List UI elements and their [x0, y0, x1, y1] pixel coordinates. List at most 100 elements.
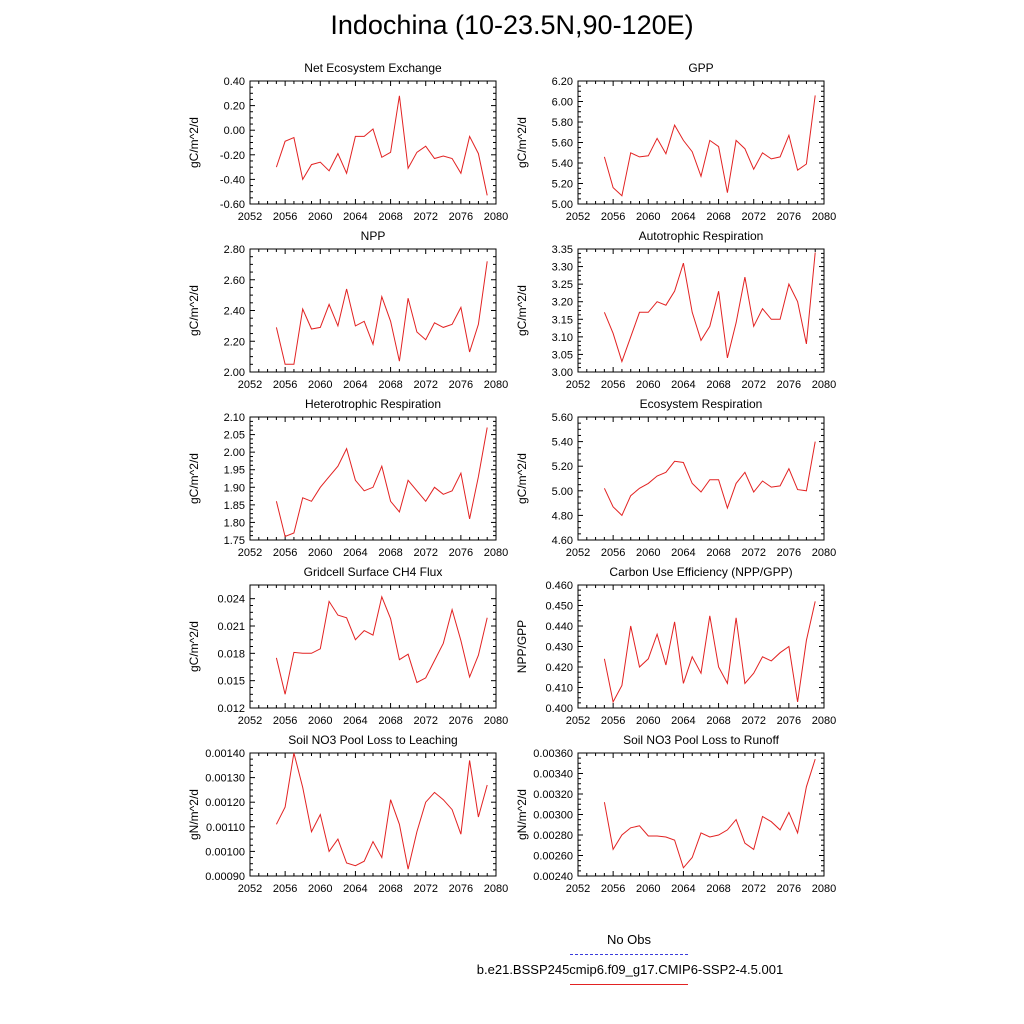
x-tick-label: 2080 [812, 883, 836, 895]
x-tick-label: 2064 [343, 211, 367, 223]
y-tick-label: 2.80 [224, 244, 245, 256]
y-tick-label: 1.80 [224, 517, 245, 529]
x-tick-label: 2076 [777, 211, 801, 223]
x-tick-label: 2080 [812, 379, 836, 391]
y-tick-label: 5.20 [552, 179, 573, 191]
y-tick-label: 0.440 [545, 621, 573, 633]
panel-3: 2052 2056 2060 2064 2068 2072 2076 2080 3.00 3.05… [515, 229, 836, 391]
x-tick-label: 2072 [741, 883, 765, 895]
x-tick-label: 2064 [671, 715, 695, 727]
x-tick-label: 2068 [378, 547, 402, 559]
y-tick-label: 4.60 [552, 535, 573, 547]
x-tick-label: 2064 [671, 211, 695, 223]
y-tick-label: 0.012 [217, 703, 245, 715]
y-tick-label: 0.420 [545, 662, 573, 674]
y-tick-label: 1.85 [224, 500, 245, 512]
y-tick-label: 0.400 [545, 703, 573, 715]
x-tick-label: 2064 [343, 547, 367, 559]
x-tick-label: 2072 [741, 211, 765, 223]
x-tick-label: 2060 [636, 883, 660, 895]
y-tick-label: 0.00280 [533, 830, 573, 842]
panel-0: 2052 2056 2060 2064 2068 2072 2076 2080 -0.60 -0.… [187, 61, 508, 223]
y-tick-label: 0.00090 [205, 871, 245, 883]
y-tick-label: 3.25 [552, 279, 573, 291]
y-tick-label: 0.430 [545, 642, 573, 654]
y-tick-label: 0.00360 [533, 748, 573, 760]
x-tick-label: 2068 [706, 211, 730, 223]
x-tick-label: 2060 [636, 715, 660, 727]
x-tick-label: 2072 [413, 715, 437, 727]
y-axis-label: gN/m^2/d [515, 789, 529, 840]
x-tick-label: 2060 [636, 547, 660, 559]
x-tick-label: 2076 [777, 547, 801, 559]
x-tick-label: 2056 [601, 211, 625, 223]
y-tick-label: 2.05 [224, 430, 245, 442]
x-tick-label: 2056 [273, 715, 297, 727]
x-tick-label: 2060 [636, 379, 660, 391]
y-tick-label: 3.30 [552, 262, 573, 274]
series-line [275, 427, 488, 538]
y-tick-label: 5.60 [552, 412, 573, 424]
x-tick-label: 2068 [378, 211, 402, 223]
y-tick-label: 0.00 [224, 125, 245, 137]
y-tick-label: 0.00240 [533, 871, 573, 883]
x-tick-label: 2068 [706, 715, 730, 727]
plot-frame [577, 752, 825, 877]
panel-2: 2052 2056 2060 2064 2068 2072 2076 2080 2.00 2.20… [187, 229, 508, 391]
x-tick-label: 2080 [812, 715, 836, 727]
y-tick-label: 0.00130 [205, 773, 245, 785]
x-tick-label: 2072 [413, 211, 437, 223]
series-line [275, 261, 488, 365]
panel-title: Autotrophic Respiration [639, 229, 764, 243]
x-tick-label: 2052 [566, 883, 590, 895]
x-tick-label: 2068 [378, 715, 402, 727]
y-tick-label: 0.00260 [533, 851, 573, 863]
y-tick-label: 6.00 [552, 97, 573, 109]
panel-title: Soil NO3 Pool Loss to Leaching [288, 733, 457, 747]
y-axis-label: gC/m^2/d [515, 453, 529, 504]
y-tick-label: 0.00140 [205, 748, 245, 760]
panel-title: Heterotrophic Respiration [305, 397, 441, 411]
series-line [603, 441, 816, 517]
x-tick-label: 2072 [741, 715, 765, 727]
plot-frame [249, 584, 497, 709]
plot-frame [577, 416, 825, 541]
y-tick-label: 1.95 [224, 465, 245, 477]
x-tick-label: 2056 [273, 547, 297, 559]
x-tick-label: 2064 [343, 379, 367, 391]
y-tick-label: 3.15 [552, 314, 573, 326]
y-tick-label: 0.00100 [205, 846, 245, 858]
panel-4: 2052 2056 2060 2064 2068 2072 2076 2080 1.75 1.80… [187, 397, 508, 559]
y-tick-label: 1.75 [224, 535, 245, 547]
x-tick-label: 2068 [378, 883, 402, 895]
y-tick-label: -0.60 [220, 199, 245, 211]
y-tick-label: 4.80 [552, 510, 573, 522]
x-tick-label: 2056 [601, 379, 625, 391]
x-tick-label: 2076 [449, 211, 473, 223]
x-tick-label: 2052 [566, 211, 590, 223]
x-tick-label: 2056 [601, 883, 625, 895]
y-tick-label: 5.20 [552, 461, 573, 473]
panel-9: 2052 2056 2060 2064 2068 2072 2076 2080 0.00240 0… [515, 733, 836, 895]
x-tick-label: 2080 [484, 211, 508, 223]
y-tick-label: 5.60 [552, 138, 573, 150]
y-tick-label: 0.021 [217, 621, 245, 633]
y-tick-label: 0.460 [545, 580, 573, 592]
x-tick-label: 2068 [706, 547, 730, 559]
y-tick-label: 2.60 [224, 275, 245, 287]
x-tick-label: 2060 [308, 547, 332, 559]
series-line [275, 752, 488, 870]
x-tick-label: 2068 [378, 379, 402, 391]
x-tick-label: 2068 [706, 883, 730, 895]
x-tick-label: 2056 [273, 379, 297, 391]
panel-8: 2052 2056 2060 2064 2068 2072 2076 2080 0.00090 0… [187, 733, 508, 895]
x-tick-label: 2064 [343, 883, 367, 895]
series-line [275, 95, 488, 196]
y-tick-label: 0.00320 [533, 789, 573, 801]
y-tick-label: 5.80 [552, 117, 573, 129]
page-title: Indochina (10-23.5N,90-120E) [330, 10, 694, 40]
y-tick-label: 0.410 [545, 683, 573, 695]
y-tick-label: 0.015 [217, 676, 245, 688]
y-axis-label: gC/m^2/d [187, 285, 201, 336]
